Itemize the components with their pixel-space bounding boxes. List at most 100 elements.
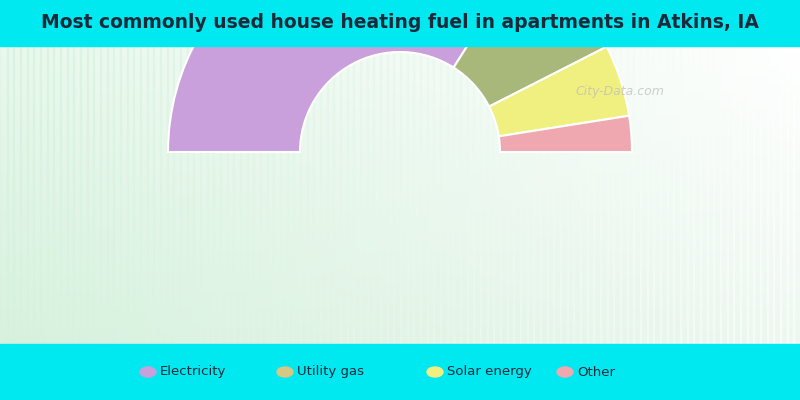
- Bar: [0, 85, 800, 88]
- Bar: [660, 46, 668, 344]
- Bar: [0, 266, 800, 270]
- Bar: [634, 46, 641, 344]
- Bar: [220, 46, 228, 344]
- Bar: [626, 46, 634, 344]
- Bar: [0, 328, 800, 332]
- Bar: [206, 46, 214, 344]
- Bar: [414, 46, 421, 344]
- Bar: [780, 46, 788, 344]
- Bar: [386, 46, 394, 344]
- Bar: [0, 112, 800, 116]
- Bar: [340, 46, 348, 344]
- Bar: [0, 274, 800, 277]
- Bar: [0, 268, 800, 272]
- Bar: [186, 46, 194, 344]
- Bar: [680, 46, 688, 344]
- Bar: [400, 46, 408, 344]
- Bar: [0, 234, 800, 237]
- Bar: [706, 46, 714, 344]
- Bar: [720, 46, 728, 344]
- Bar: [0, 70, 800, 73]
- Bar: [60, 46, 68, 344]
- Bar: [20, 46, 28, 344]
- Bar: [0, 249, 800, 252]
- Bar: [734, 46, 741, 344]
- Bar: [666, 46, 674, 344]
- Bar: [106, 46, 114, 344]
- Bar: [0, 46, 8, 344]
- Bar: [80, 46, 88, 344]
- Bar: [0, 124, 800, 128]
- Bar: [234, 46, 241, 344]
- Bar: [174, 46, 181, 344]
- Bar: [500, 46, 508, 344]
- Bar: [0, 169, 800, 173]
- Bar: [0, 264, 800, 267]
- Bar: [794, 46, 800, 344]
- Bar: [586, 46, 594, 344]
- Bar: [0, 336, 800, 339]
- Bar: [0, 75, 800, 78]
- Bar: [0, 323, 800, 327]
- Bar: [0, 298, 800, 302]
- Bar: [306, 46, 314, 344]
- Bar: [0, 283, 800, 287]
- Bar: [654, 46, 661, 344]
- Bar: [0, 82, 800, 86]
- Bar: [126, 46, 134, 344]
- Bar: [0, 0, 800, 46]
- Bar: [140, 46, 148, 344]
- Bar: [454, 46, 461, 344]
- Bar: [14, 46, 21, 344]
- Bar: [0, 303, 800, 307]
- Bar: [100, 46, 108, 344]
- Bar: [120, 46, 128, 344]
- Bar: [466, 46, 474, 344]
- Bar: [546, 46, 554, 344]
- Bar: [460, 46, 468, 344]
- Bar: [580, 46, 588, 344]
- Bar: [0, 80, 800, 83]
- Bar: [0, 90, 800, 93]
- Bar: [0, 330, 800, 334]
- Bar: [294, 46, 301, 344]
- Bar: [646, 46, 654, 344]
- Bar: [0, 196, 800, 200]
- Bar: [786, 46, 794, 344]
- Bar: [0, 311, 800, 314]
- Bar: [254, 46, 261, 344]
- Bar: [0, 65, 800, 68]
- Bar: [54, 46, 61, 344]
- Bar: [0, 154, 800, 158]
- Bar: [40, 46, 48, 344]
- Bar: [600, 46, 608, 344]
- Bar: [6, 46, 14, 344]
- Bar: [0, 226, 800, 230]
- Bar: [0, 239, 800, 242]
- Bar: [0, 261, 800, 264]
- Bar: [0, 206, 800, 210]
- Bar: [0, 340, 800, 344]
- Bar: [0, 72, 800, 76]
- Bar: [0, 132, 800, 135]
- Ellipse shape: [557, 367, 573, 377]
- Bar: [486, 46, 494, 344]
- Text: Utility gas: Utility gas: [297, 366, 364, 378]
- Bar: [380, 46, 388, 344]
- Bar: [0, 318, 800, 322]
- Bar: [0, 194, 800, 198]
- Bar: [0, 182, 800, 185]
- Bar: [614, 46, 621, 344]
- Bar: [200, 46, 208, 344]
- Bar: [0, 164, 800, 168]
- Bar: [66, 46, 74, 344]
- Bar: [0, 258, 800, 262]
- Bar: [0, 256, 800, 260]
- Bar: [0, 301, 800, 304]
- Bar: [0, 321, 800, 324]
- Bar: [760, 46, 768, 344]
- Bar: [480, 46, 488, 344]
- Bar: [0, 97, 800, 101]
- Bar: [0, 276, 800, 280]
- Bar: [0, 204, 800, 208]
